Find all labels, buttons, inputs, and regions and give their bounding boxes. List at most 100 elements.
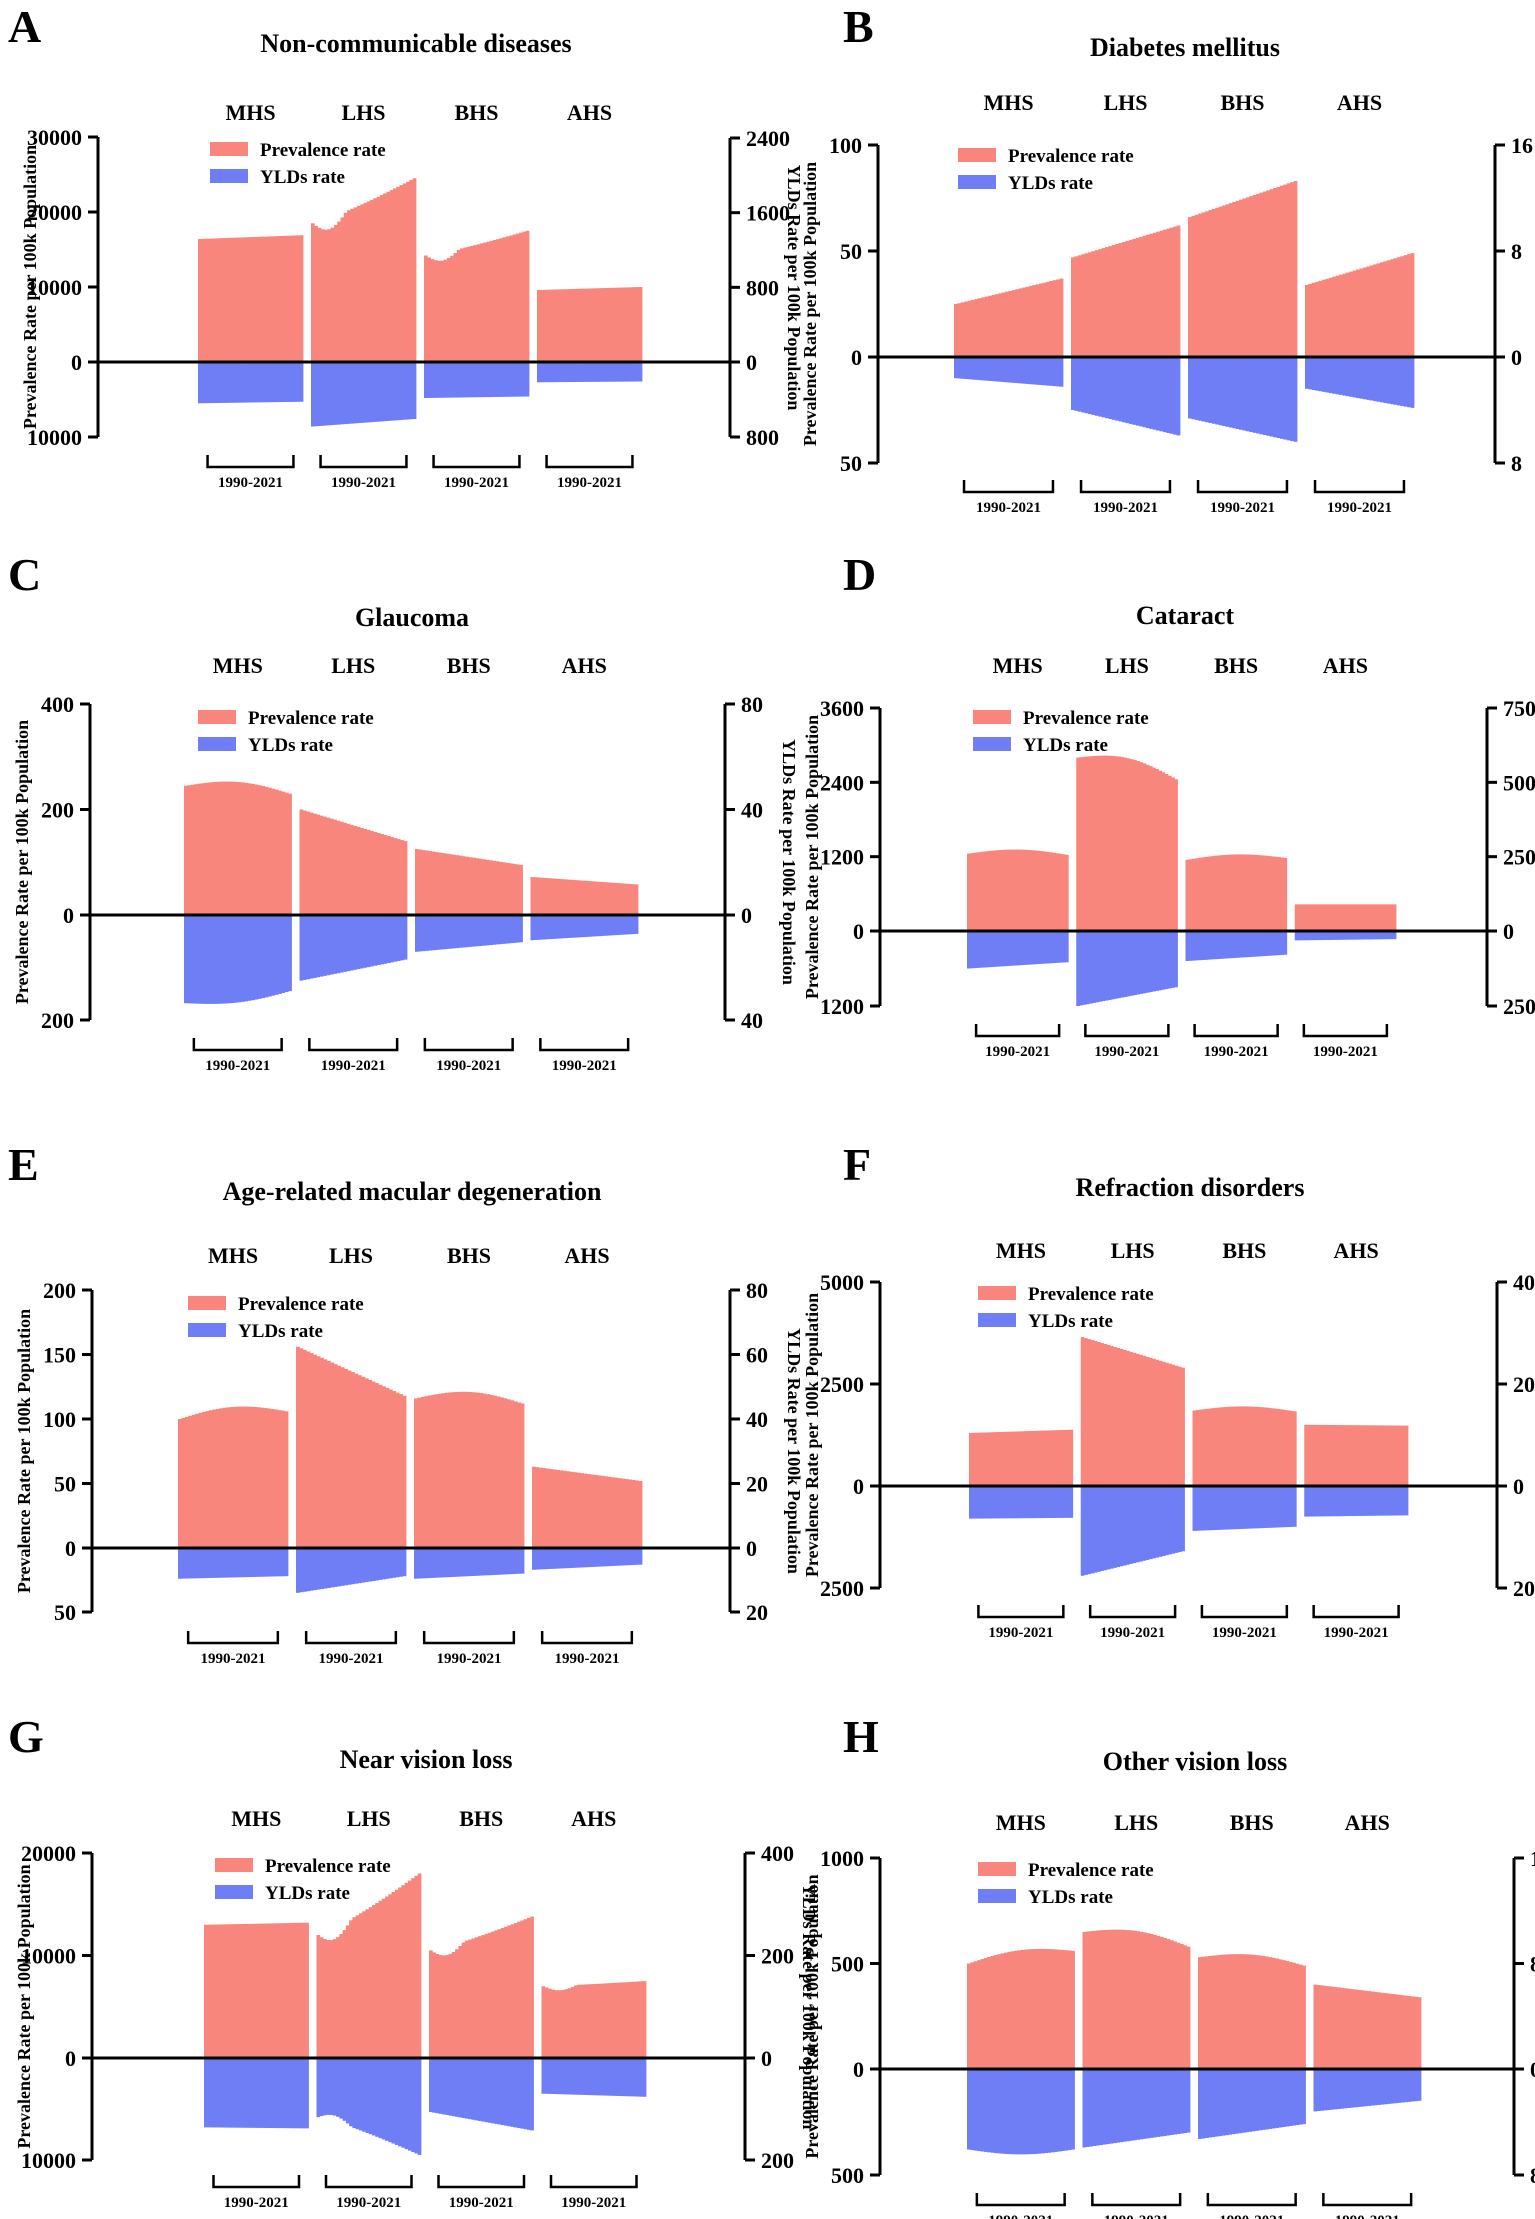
bar: [522, 231, 527, 362]
bar: [1030, 931, 1034, 965]
bar: [549, 1469, 554, 1548]
bar: [224, 781, 229, 915]
bar: [1126, 1486, 1130, 1565]
bar: [1105, 357, 1109, 419]
bar: [1410, 357, 1415, 408]
bar: [1132, 1486, 1137, 1564]
bar: [577, 2058, 582, 2095]
bar: [217, 1924, 221, 2058]
bar: [363, 362, 368, 423]
bar: [551, 1989, 555, 2058]
bar: [1308, 283, 1313, 357]
bar: [1391, 1486, 1396, 1516]
bar: [272, 1923, 277, 2058]
bar: [1379, 357, 1384, 403]
left-tick-label: 0: [853, 1474, 864, 1499]
bar: [1364, 931, 1368, 940]
bar: [1162, 357, 1167, 433]
bar: [967, 357, 972, 380]
bar: [541, 1986, 546, 2058]
bar: [1052, 931, 1056, 964]
bar: [311, 223, 315, 362]
bar: [481, 2058, 485, 2122]
bar: [1116, 1347, 1121, 1486]
bar: [1279, 357, 1284, 439]
bar: [1084, 357, 1089, 414]
bar: [1343, 2069, 1348, 2109]
bar: [1061, 1949, 1065, 2069]
bar: [1039, 283, 1043, 357]
bar: [506, 1548, 511, 1575]
ylds-bars-ahs: [537, 362, 643, 383]
bar: [1347, 1988, 1351, 2069]
bar: [624, 1479, 629, 1548]
bar: [434, 1548, 439, 1578]
bar: [425, 915, 429, 951]
bar: [1152, 1358, 1156, 1486]
bar: [600, 2058, 604, 2096]
bar: [1036, 850, 1041, 931]
bar: [597, 915, 602, 937]
bar: [1270, 1408, 1274, 1486]
year-bracket: [304, 1631, 398, 1645]
bar: [1168, 775, 1172, 931]
bar: [433, 362, 438, 398]
bar: [1346, 1486, 1351, 1517]
bar: [1094, 250, 1099, 357]
bar: [1159, 2069, 1164, 2137]
bar: [400, 840, 405, 915]
bar: [1323, 904, 1327, 931]
bar: [1091, 251, 1096, 357]
bar: [1139, 1931, 1144, 2069]
bar: [326, 1548, 331, 1588]
bar: [1037, 2069, 1042, 2154]
bar: [1017, 1431, 1022, 1486]
bar: [1045, 357, 1050, 386]
bar: [1214, 1955, 1219, 2069]
bar: [261, 915, 266, 999]
bar: [1173, 2069, 1177, 2135]
bar: [429, 2058, 433, 2113]
ylds-bars-ahs: [1305, 357, 1415, 408]
left-tick-label: 10000: [27, 425, 82, 450]
bar: [635, 287, 640, 362]
bar: [594, 881, 599, 915]
bar: [1071, 357, 1075, 410]
bar: [587, 915, 592, 937]
bar: [606, 1983, 611, 2058]
bar: [319, 815, 324, 915]
bar: [1339, 1486, 1344, 1517]
bar: [1336, 1425, 1341, 1486]
bar: [451, 2058, 456, 2117]
bar: [627, 915, 632, 935]
bar: [1335, 931, 1340, 940]
bar: [395, 1548, 400, 1578]
legend-swatch-ylds: [198, 737, 236, 751]
bar: [1040, 2069, 1045, 2154]
prevalence-bars-bhs: [1188, 181, 1298, 357]
bar: [1205, 1486, 1210, 1531]
bar: [569, 1548, 574, 1568]
prevalence-bars-bhs: [1192, 1406, 1297, 1486]
bar: [360, 204, 364, 362]
bar: [1357, 1989, 1361, 2069]
bar: [411, 2058, 415, 2152]
bar: [978, 1432, 983, 1486]
bar: [597, 881, 602, 915]
bar: [371, 1381, 376, 1548]
bar: [323, 1939, 327, 2058]
bar: [1217, 855, 1221, 931]
bar: [393, 362, 397, 421]
region-label-bhs: BHS: [447, 653, 491, 678]
bar: [1117, 756, 1121, 931]
bar: [1250, 1406, 1255, 1486]
bar: [1020, 1431, 1025, 1486]
left-tick-label: 2500: [820, 1372, 864, 1397]
bar: [1130, 759, 1134, 931]
legend-label-prevalence: Prevalence rate: [1008, 146, 1134, 167]
bar: [1278, 1959, 1283, 2069]
left-tick-label: 20000: [21, 1841, 76, 1866]
bar: [1266, 357, 1271, 436]
bar: [1126, 1350, 1130, 1486]
bar: [1198, 931, 1202, 961]
